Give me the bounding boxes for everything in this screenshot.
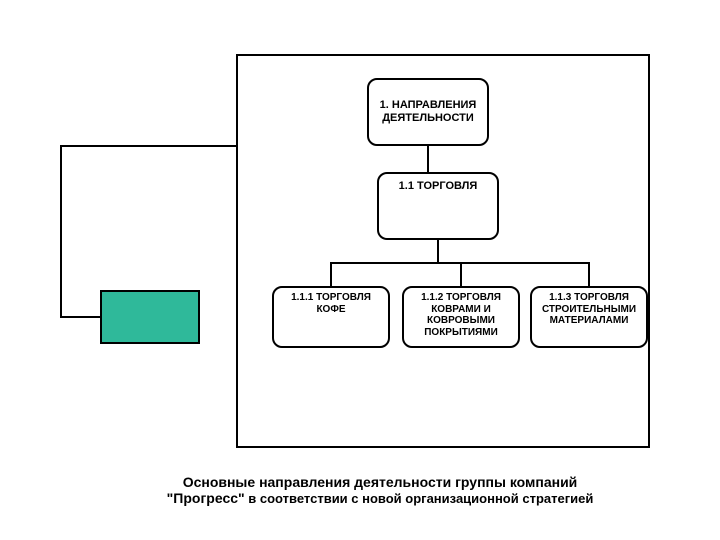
connector-root-to-trade (427, 146, 429, 172)
caption-line2-prefix: "Прогресс" (167, 490, 245, 506)
node-trade-label: 1.1 ТОРГОВЛЯ (399, 180, 478, 193)
connector-trade-down (437, 240, 439, 264)
node-trade: 1.1 ТОРГОВЛЯ (377, 172, 499, 240)
connector-bus-to-coffee (330, 262, 332, 286)
node-coffee-label: 1.1.1 ТОРГОВЛЯ КОФЕ (278, 292, 384, 315)
connector-left-rail-to-frame (60, 145, 236, 147)
diagram-stage: 1. НАПРАВЛЕНИЯ ДЕЯТЕЛЬНОСТИ 1.1 ТОРГОВЛЯ… (0, 0, 720, 540)
node-carpets: 1.1.2 ТОРГОВЛЯ КОВРАМИ И КОВРОВЫМИ ПОКРЫ… (402, 286, 520, 348)
connector-left-rail-to-teal (60, 316, 100, 318)
connector-left-rail-vertical (60, 145, 62, 318)
node-building: 1.1.3 ТОРГОВЛЯ СТРОИТЕЛЬНЫМИ МАТЕРИАЛАМИ (530, 286, 648, 348)
caption-line2-rest: в соответствии с новой организационной с… (245, 491, 594, 506)
connector-bus-to-building (588, 262, 590, 286)
node-root: 1. НАПРАВЛЕНИЯ ДЕЯТЕЛЬНОСТИ (367, 78, 489, 146)
caption-line1: Основные направления деятельности группы… (183, 474, 578, 490)
connector-bus-to-carpets (460, 262, 462, 286)
node-coffee: 1.1.1 ТОРГОВЛЯ КОФЕ (272, 286, 390, 348)
node-building-label: 1.1.3 ТОРГОВЛЯ СТРОИТЕЛЬНЫМИ МАТЕРИАЛАМИ (536, 292, 642, 327)
caption: Основные направления деятельности группы… (120, 474, 640, 506)
node-root-label: 1. НАПРАВЛЕНИЯ ДЕЯТЕЛЬНОСТИ (373, 99, 483, 124)
node-teal-empty (100, 290, 200, 344)
node-carpets-label: 1.1.2 ТОРГОВЛЯ КОВРАМИ И КОВРОВЫМИ ПОКРЫ… (408, 292, 514, 338)
